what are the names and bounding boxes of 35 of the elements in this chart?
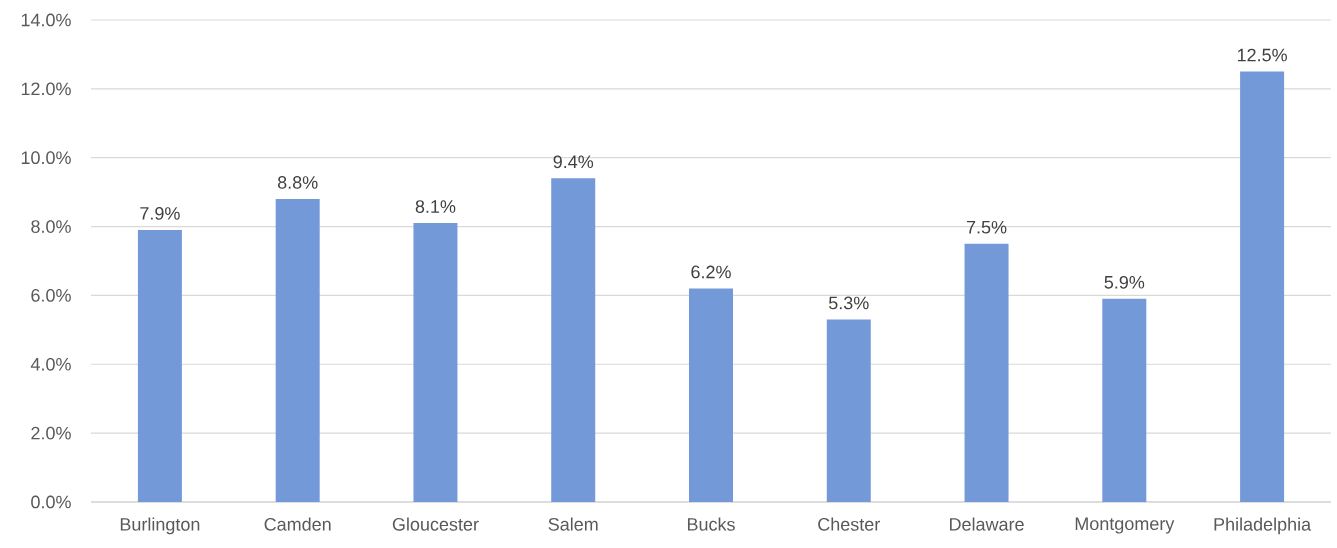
data-label: 8.8% xyxy=(277,176,318,189)
y-tick-label: 12.0% xyxy=(21,82,71,96)
bar xyxy=(275,199,320,502)
y-tick-label: 10.0% xyxy=(21,151,71,165)
x-tick-label: Chester xyxy=(818,517,880,531)
data-label: 7.9% xyxy=(140,207,180,220)
bar xyxy=(1240,71,1285,502)
data-label: 5.3% xyxy=(828,296,869,310)
x-tick-label: Gloucester xyxy=(392,517,479,531)
y-tick-label: 8.0% xyxy=(31,220,71,233)
y-tick-label: 2.0% xyxy=(31,426,71,440)
x-tick-label: Salem xyxy=(548,517,598,531)
x-tick-label: Philadelphia xyxy=(1214,517,1312,535)
x-tick-label: Burlington xyxy=(120,517,200,535)
y-tick-label: 0.0% xyxy=(31,495,71,509)
x-tick-label: Montgomery xyxy=(1075,517,1175,534)
data-label: 8.1% xyxy=(415,200,456,213)
bar xyxy=(1102,298,1147,502)
bar xyxy=(137,230,182,502)
bar xyxy=(826,319,871,502)
bar xyxy=(964,243,1009,502)
data-label: 9.4% xyxy=(553,155,594,169)
y-tick-label: 4.0% xyxy=(30,357,71,371)
x-tick-label: Delaware xyxy=(950,517,1024,531)
x-tick-label: Camden xyxy=(264,517,331,531)
bar xyxy=(551,178,596,502)
y-tick-label: 6.0% xyxy=(31,289,71,302)
data-label: 5.9% xyxy=(1104,275,1145,289)
y-tick-label: 14.0% xyxy=(21,13,71,27)
data-label: 12.5% xyxy=(1237,48,1287,62)
data-label: 6.2% xyxy=(691,265,731,279)
x-tick-label: Bucks xyxy=(687,517,735,531)
bar xyxy=(413,223,458,502)
data-label: 7.5% xyxy=(966,220,1007,234)
bar xyxy=(689,288,733,502)
